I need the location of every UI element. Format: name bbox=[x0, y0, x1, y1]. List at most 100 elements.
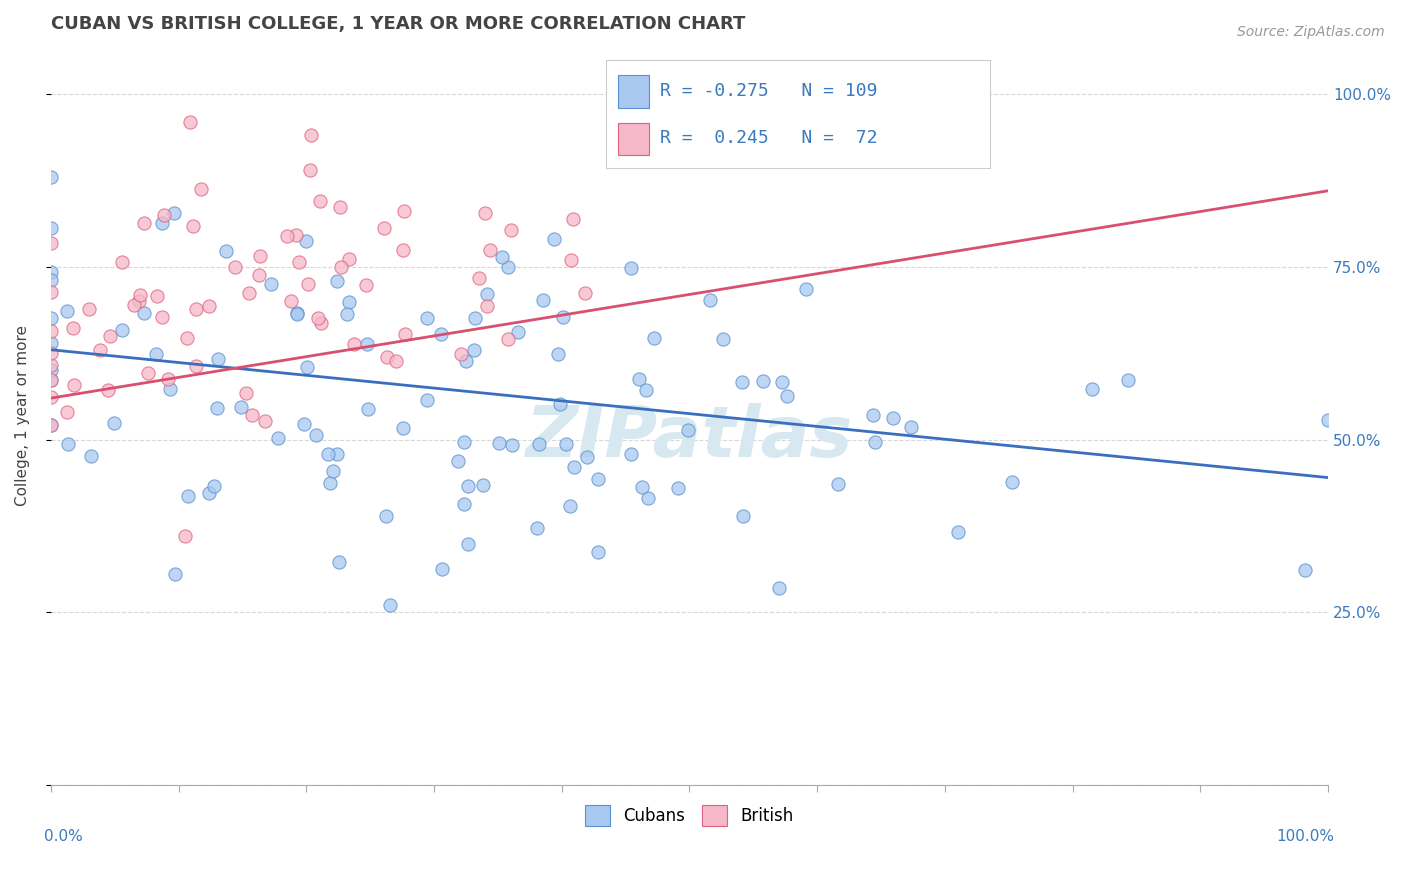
Point bbox=[430, 326, 453, 341]
Point bbox=[110, 323, 132, 337]
Point bbox=[561, 212, 583, 227]
Point bbox=[496, 260, 519, 274]
Point bbox=[496, 332, 519, 346]
Point bbox=[1317, 412, 1340, 426]
Point bbox=[752, 374, 775, 388]
Point bbox=[145, 289, 167, 303]
Point bbox=[699, 293, 721, 307]
Point bbox=[547, 346, 569, 360]
Point bbox=[531, 293, 554, 308]
Point bbox=[343, 337, 366, 351]
Point bbox=[39, 390, 62, 404]
Point bbox=[770, 376, 793, 390]
Point bbox=[98, 329, 121, 343]
Point bbox=[156, 372, 179, 386]
Point bbox=[488, 436, 510, 450]
Point bbox=[391, 243, 413, 257]
Point bbox=[354, 278, 377, 293]
Point bbox=[453, 497, 475, 511]
Point bbox=[295, 234, 318, 248]
Point bbox=[900, 419, 922, 434]
Point bbox=[205, 401, 228, 415]
Point bbox=[627, 371, 650, 385]
Point bbox=[299, 162, 322, 177]
Point bbox=[58, 437, 80, 451]
Point bbox=[165, 567, 187, 582]
Point bbox=[454, 354, 477, 368]
Point bbox=[741, 150, 763, 164]
Point bbox=[308, 194, 330, 208]
Point bbox=[162, 206, 184, 220]
Point bbox=[39, 363, 62, 377]
Point bbox=[357, 402, 380, 417]
Point bbox=[179, 115, 201, 129]
Point bbox=[103, 416, 125, 430]
Point bbox=[229, 400, 252, 414]
FancyBboxPatch shape bbox=[606, 61, 990, 168]
Point bbox=[305, 428, 328, 442]
Point bbox=[111, 254, 134, 268]
Point bbox=[136, 367, 159, 381]
Point bbox=[285, 307, 308, 321]
Point bbox=[526, 521, 548, 535]
Point bbox=[267, 431, 290, 445]
Point bbox=[238, 285, 260, 300]
Point bbox=[731, 509, 754, 524]
Point bbox=[328, 556, 350, 570]
Point bbox=[501, 222, 523, 236]
Point bbox=[337, 252, 360, 266]
Point bbox=[254, 414, 277, 428]
Point bbox=[560, 499, 582, 513]
Point bbox=[457, 478, 479, 492]
Point bbox=[475, 300, 498, 314]
Point bbox=[394, 204, 416, 219]
Point bbox=[260, 277, 283, 292]
Point bbox=[284, 228, 307, 243]
Point bbox=[62, 321, 84, 335]
Point bbox=[326, 274, 349, 288]
Point bbox=[574, 286, 596, 301]
Point bbox=[198, 299, 221, 313]
Point bbox=[63, 377, 86, 392]
Point bbox=[415, 310, 437, 325]
Point bbox=[863, 435, 886, 450]
Text: Source: ZipAtlas.com: Source: ZipAtlas.com bbox=[1237, 25, 1385, 39]
Point bbox=[288, 255, 311, 269]
Point bbox=[285, 305, 308, 319]
Point bbox=[375, 350, 398, 364]
Point bbox=[586, 472, 609, 486]
Point bbox=[385, 353, 408, 368]
Bar bbox=[619, 122, 648, 155]
Point bbox=[731, 375, 754, 389]
Point bbox=[475, 286, 498, 301]
Point bbox=[1294, 563, 1316, 577]
Point bbox=[1081, 382, 1104, 396]
Point bbox=[318, 447, 340, 461]
Point bbox=[768, 582, 790, 596]
Point bbox=[329, 200, 352, 214]
Point bbox=[153, 208, 176, 222]
Text: 100.0%: 100.0% bbox=[1277, 830, 1334, 845]
Point bbox=[39, 336, 62, 351]
Point bbox=[184, 359, 207, 373]
Point bbox=[190, 182, 212, 196]
Point bbox=[56, 405, 79, 419]
Point bbox=[453, 435, 475, 450]
Point bbox=[145, 347, 167, 361]
Point bbox=[678, 423, 700, 437]
Point bbox=[326, 447, 349, 461]
Point bbox=[776, 389, 799, 403]
Point bbox=[322, 464, 344, 478]
Point bbox=[946, 525, 969, 540]
Point bbox=[132, 306, 155, 320]
Point bbox=[336, 307, 359, 321]
Point bbox=[173, 528, 195, 542]
Text: ZIPatlas: ZIPatlas bbox=[526, 403, 853, 472]
Point bbox=[224, 260, 246, 274]
Point bbox=[543, 232, 565, 246]
Point bbox=[1116, 373, 1139, 387]
Point bbox=[550, 397, 572, 411]
Point bbox=[299, 128, 322, 143]
Point bbox=[553, 310, 575, 324]
Point bbox=[297, 277, 319, 292]
